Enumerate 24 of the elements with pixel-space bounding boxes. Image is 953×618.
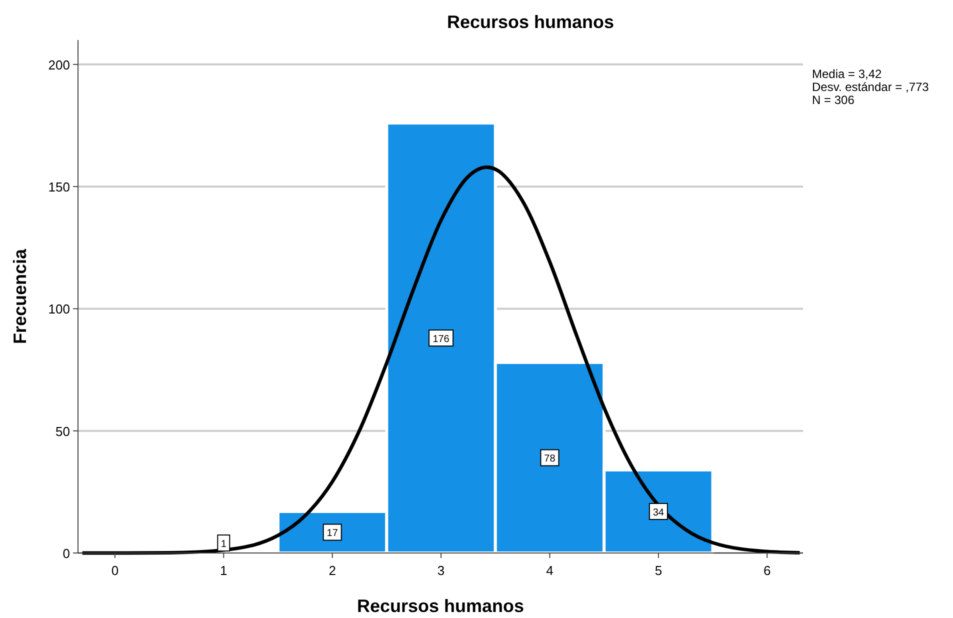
text: Media = 3,42 (812, 67, 882, 81)
chart-title: Recursos humanos (446, 12, 614, 32)
x-tick-label: 2 (328, 563, 336, 578)
x-tick-label: 0 (111, 563, 119, 578)
data-label: 176 (432, 334, 450, 346)
y-tick-label: 150 (48, 180, 70, 195)
x-tick-label: 5 (654, 563, 662, 578)
data-label: 1 (220, 539, 227, 550)
text: Desv. estándar = ,773 (812, 80, 930, 94)
x-tick-label: 1 (220, 563, 228, 578)
y-tick-label: 200 (48, 57, 70, 72)
x-tick-label: 4 (546, 563, 554, 578)
text: N = 306 (812, 93, 855, 107)
x-tick-label: 3 (437, 563, 445, 578)
data-label: 17 (326, 528, 338, 540)
data-label: 78 (544, 454, 556, 465)
line-series (80, 166, 802, 555)
y-tick-label: 100 (48, 302, 70, 317)
y-tick-label: 0 (62, 546, 70, 561)
x-tick-label: 6 (764, 563, 771, 578)
y-tick-label: 50 (56, 424, 70, 439)
y-axis-title: Frecuencia (10, 248, 30, 344)
x-axis-title: Recursos humanos (356, 596, 524, 616)
data-label: 34 (652, 507, 664, 518)
